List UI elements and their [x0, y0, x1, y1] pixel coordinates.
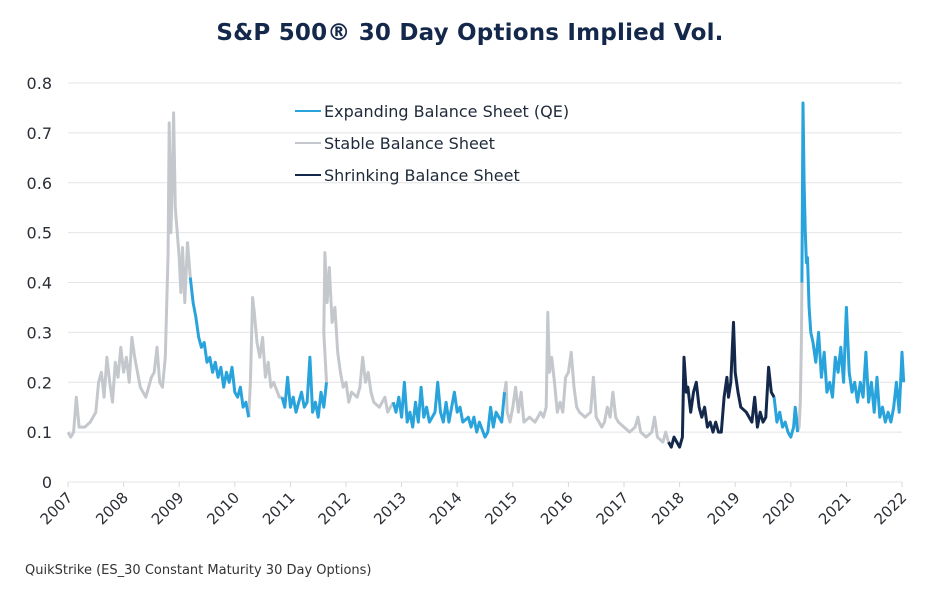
x-tick-label: 2013 [370, 489, 410, 529]
y-tick-label: 0.6 [27, 174, 52, 193]
y-tick-label: 0.1 [27, 423, 52, 442]
y-tick-label: 0.3 [27, 323, 52, 342]
series-line-expanding-balance-sheet-qe [280, 355, 328, 419]
y-tick-label: 0 [42, 473, 52, 492]
x-tick-label: 2007 [37, 489, 77, 529]
x-tick-label: 2008 [92, 489, 132, 529]
series-line-stable-balance-sheet [796, 282, 804, 433]
x-tick-label: 2015 [481, 489, 521, 529]
y-tick-label: 0.4 [27, 274, 52, 293]
chart-title: S&P 500® 30 Day Options Implied Vol. [216, 20, 724, 46]
x-tick-label: 2010 [203, 489, 243, 529]
x-tick-label: 2018 [648, 489, 688, 529]
gridlines [68, 82, 902, 483]
y-tick-label: 0.2 [27, 373, 52, 392]
series-line-expanding-balance-sheet-qe [391, 380, 506, 439]
series-line-stable-balance-sheet [66, 111, 192, 439]
x-tick-label: 2012 [315, 489, 355, 529]
series-line-expanding-balance-sheet-qe [800, 101, 906, 424]
legend-label: Shrinking Balance Sheet [324, 166, 520, 185]
legend: Expanding Balance Sheet (QE) Stable Balan… [295, 102, 569, 185]
series-line-stable-balance-sheet [322, 251, 395, 414]
x-tick-label: 2016 [537, 489, 577, 529]
legend-label: Stable Balance Sheet [324, 134, 495, 153]
y-tick-label: 0.7 [27, 124, 52, 143]
series-line-shrinking-balance-sheet [667, 320, 776, 449]
source-note: QuikStrike (ES_30 Constant Maturity 30 D… [25, 563, 372, 578]
x-tick-label: 2020 [759, 489, 799, 529]
x-tick-label: 2022 [871, 489, 911, 529]
x-tick-label: 2014 [426, 489, 466, 529]
y-tick-label: 0.5 [27, 224, 52, 243]
x-tick-label: 2021 [815, 489, 855, 529]
y-tick-label: 0.8 [27, 74, 52, 93]
y-axis-ticks: 0 0.1 0.2 0.3 0.4 0.5 0.6 0.7 0.8 [27, 74, 52, 492]
x-axis-ticks: 2007 2008 2009 2010 2011 2012 2013 2014 2015 2016… [37, 482, 911, 529]
series-lines [66, 101, 906, 449]
series-line-expanding-balance-sheet-qe [188, 277, 251, 418]
x-tick-label: 2009 [148, 489, 188, 529]
series-line-stable-balance-sheet [247, 296, 283, 418]
legend-label: Expanding Balance Sheet (QE) [324, 102, 569, 121]
series-line-expanding-balance-sheet-qe [772, 397, 799, 439]
series-line-stable-balance-sheet [503, 310, 670, 444]
x-tick-label: 2017 [593, 489, 633, 529]
x-tick-label: 2019 [704, 489, 744, 529]
x-tick-label: 2011 [259, 489, 299, 529]
